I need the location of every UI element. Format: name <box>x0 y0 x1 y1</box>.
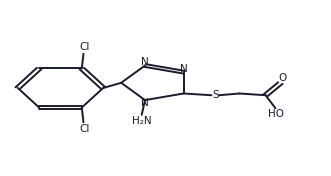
Text: N: N <box>141 57 149 67</box>
Text: Cl: Cl <box>79 42 90 52</box>
Text: O: O <box>279 73 287 83</box>
Text: Cl: Cl <box>79 124 90 134</box>
Text: H₂N: H₂N <box>132 116 152 126</box>
Text: N: N <box>141 98 149 108</box>
Text: HO: HO <box>268 109 284 119</box>
Text: N: N <box>180 64 187 74</box>
Text: S: S <box>213 90 219 100</box>
